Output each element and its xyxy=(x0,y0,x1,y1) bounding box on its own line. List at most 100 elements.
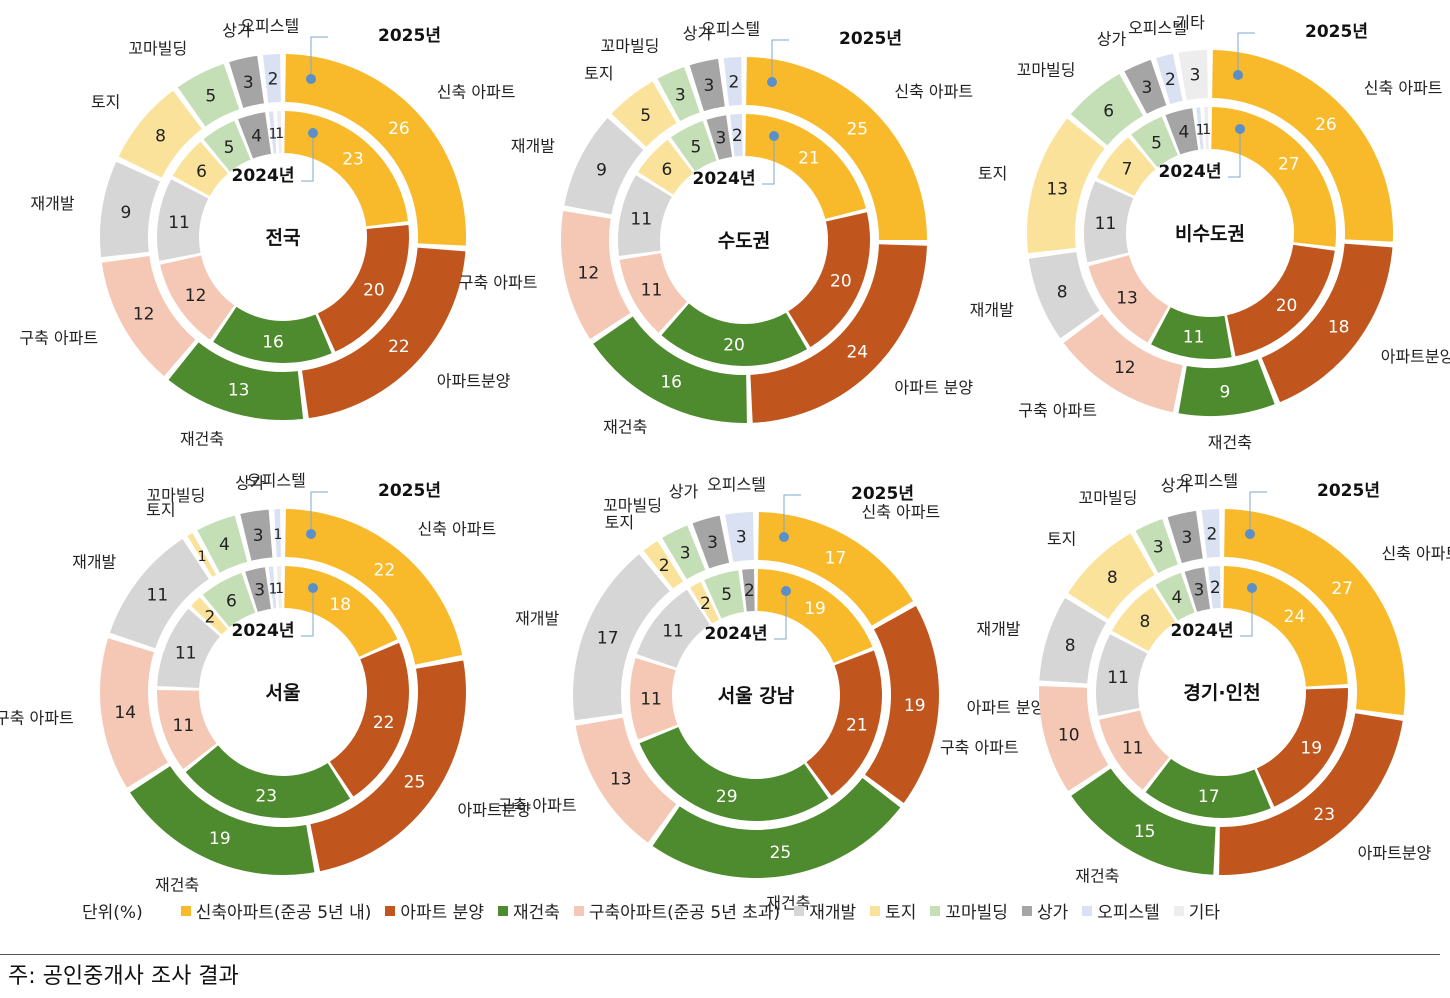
category-label: 오피스텔 xyxy=(701,19,760,38)
legend-swatch xyxy=(180,905,191,916)
inner-ring-year-label: 2024년 xyxy=(1171,621,1234,641)
outer-year-leader xyxy=(1237,32,1255,75)
slice-outer-other xyxy=(1178,50,1208,101)
category-label: 아파트분양 xyxy=(1381,347,1450,366)
category-label: 꼬마빌딩 xyxy=(1079,489,1138,508)
slice-value-label: 8 xyxy=(1057,283,1068,303)
slice-value-label: 19 xyxy=(904,696,926,716)
slice-value-label: 8 xyxy=(1139,612,1150,632)
outer-year-leader xyxy=(783,494,801,537)
slice-value-label: 11 xyxy=(175,644,197,664)
slice-value-label: 3 xyxy=(1182,528,1193,548)
inner-ring-year-label: 2024년 xyxy=(232,166,295,186)
legend-swatch xyxy=(930,905,941,916)
inner-year-marker xyxy=(1247,583,1257,593)
inner-ring-year-label: 2024년 xyxy=(693,169,756,189)
legend-swatch xyxy=(1173,905,1184,916)
slice-inner-reconstruction xyxy=(213,306,332,363)
category-label: 재개발 xyxy=(970,301,1014,320)
outer-ring-year-label: 2025년 xyxy=(1305,22,1368,42)
slice-value-label: 19 xyxy=(804,599,826,619)
slice-value-label: 13 xyxy=(1046,180,1068,200)
slice-inner-retail xyxy=(245,567,271,612)
slice-value-label: 3 xyxy=(704,76,715,96)
slice-value-label: 8 xyxy=(1065,636,1076,656)
inner-year-leader xyxy=(762,136,775,185)
slice-outer-apartment-sale xyxy=(864,606,939,803)
slice-value-label: 3 xyxy=(715,129,726,149)
slice-outer-land xyxy=(118,90,202,178)
slice-value-label: 2 xyxy=(268,69,279,89)
inner-year-marker xyxy=(781,586,791,596)
slice-inner-apartment-sale xyxy=(1227,244,1335,357)
slice-inner-other xyxy=(276,111,282,154)
outer-year-leader xyxy=(1249,491,1267,534)
outer-year-leader xyxy=(771,39,789,82)
slice-outer-apartment-sale xyxy=(1219,713,1403,875)
category-label: 토지 xyxy=(605,513,634,532)
category-label: 상가 xyxy=(1161,476,1191,495)
category-label: 신축 아파트 xyxy=(894,82,973,101)
legend-label: 상가 xyxy=(1036,903,1069,923)
slice-inner-officetel xyxy=(268,566,277,609)
slice-value-label: 20 xyxy=(723,336,745,356)
category-label: 상가 xyxy=(1097,29,1127,48)
category-label: 신축 아파트 xyxy=(417,519,496,538)
slice-value-label: 1 xyxy=(268,581,277,597)
slice-outer-retail xyxy=(240,509,273,561)
slice-value-label: 24 xyxy=(846,343,868,363)
slice-inner-redevelopment xyxy=(157,179,209,261)
category-label: 꼬마빌딩 xyxy=(146,486,205,505)
slice-value-label: 2 xyxy=(1210,578,1221,598)
slice-value-label: 21 xyxy=(846,715,868,735)
slice-inner-land xyxy=(172,141,229,197)
category-label: 오피스텔 xyxy=(240,16,299,35)
legend-item-reconstruction: 재건축 xyxy=(497,898,560,923)
slice-value-label: 15 xyxy=(1134,822,1156,842)
legend-swatch xyxy=(497,905,508,916)
category-label: 신축 아파트 xyxy=(1381,544,1450,563)
slice-value-label: 6 xyxy=(1103,101,1114,121)
slice-value-label: 20 xyxy=(830,272,852,292)
slice-outer-new-apartment xyxy=(1212,50,1393,242)
slice-inner-apartment-sale xyxy=(806,650,883,796)
slice-outer-old-apartment xyxy=(560,211,631,339)
footer-rule xyxy=(0,954,1440,955)
slice-value-label: 9 xyxy=(596,160,607,180)
slice-inner-officetel xyxy=(1196,107,1204,150)
slice-outer-apartment-sale xyxy=(310,660,466,872)
legend-swatch xyxy=(1021,905,1032,916)
slice-value-label: 5 xyxy=(640,106,651,126)
outer-year-marker xyxy=(306,74,316,84)
slice-outer-redevelopment xyxy=(1028,252,1100,339)
slice-outer-retail xyxy=(229,55,264,108)
slice-inner-retail xyxy=(238,112,272,159)
category-label: 상가 xyxy=(683,24,713,43)
slice-value-label: 22 xyxy=(373,713,395,733)
outer-year-marker xyxy=(1233,70,1243,80)
slice-value-label: 2 xyxy=(729,72,740,92)
category-label: 오피스텔 xyxy=(707,475,766,494)
slice-outer-small-building xyxy=(177,63,240,127)
legend-item-retail: 상가 xyxy=(1021,898,1069,923)
slice-inner-reconstruction xyxy=(661,303,808,367)
slice-outer-land xyxy=(187,533,217,577)
category-label: 재건축 xyxy=(603,418,647,437)
slice-outer-land xyxy=(1027,118,1105,254)
slice-inner-land xyxy=(1111,587,1176,652)
slice-value-label: 12 xyxy=(1114,358,1136,378)
outer-ring-year-label: 2025년 xyxy=(378,481,441,501)
legend-item-small-building: 꼬마빌딩 xyxy=(930,898,1008,923)
slice-value-label: 1 xyxy=(274,527,283,543)
slice-value-label: 11 xyxy=(147,586,169,606)
slice-value-label: 2 xyxy=(732,126,743,146)
inner-year-leader xyxy=(1228,129,1241,178)
category-label: 꼬마빌딩 xyxy=(1017,60,1076,79)
slice-outer-reconstruction xyxy=(130,766,315,875)
slice-value-label: 14 xyxy=(114,703,136,723)
slice-value-label: 6 xyxy=(196,162,207,182)
slice-outer-retail xyxy=(692,515,730,569)
outer-year-marker xyxy=(1245,529,1255,539)
legend-item-apartment-sale: 아파트 분양 xyxy=(385,898,484,923)
